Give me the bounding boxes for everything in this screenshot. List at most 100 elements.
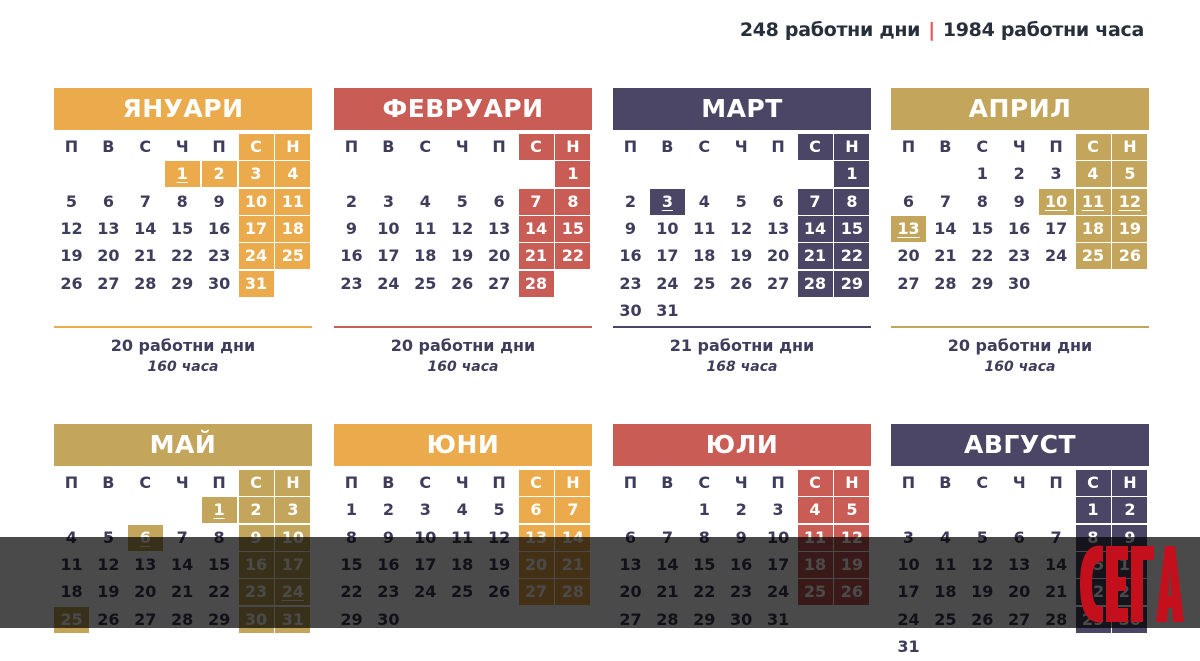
weekday-label: Ч bbox=[734, 137, 748, 156]
logo-letter-g bbox=[1131, 546, 1154, 622]
day-number: 1 bbox=[976, 164, 988, 184]
day-number: 28 bbox=[524, 273, 548, 293]
day-number: 17 bbox=[377, 246, 400, 266]
day: 12 bbox=[54, 216, 89, 242]
day: 30 bbox=[1002, 271, 1037, 297]
day-number: 19 bbox=[1118, 218, 1142, 238]
day: 6 bbox=[482, 189, 517, 215]
day: 23 bbox=[613, 271, 648, 297]
weekend-day: 2 bbox=[1112, 497, 1148, 524]
weekday-label: С bbox=[976, 473, 989, 492]
day-number: 10 bbox=[377, 218, 400, 238]
logo-letter-e bbox=[1106, 546, 1128, 622]
day: 9 bbox=[202, 189, 237, 215]
day-number: 10 bbox=[656, 218, 679, 238]
day: 23 bbox=[1002, 243, 1037, 269]
day-number: 6 bbox=[493, 191, 505, 211]
weekday-label: П bbox=[901, 473, 916, 492]
month-2: ФЕВРУАРИ П В С Ч П С Н 1 2 3 4 5 6 7 8 9 10 11 12 13 14 15 16 17… bbox=[334, 88, 592, 375]
logo-letter-a bbox=[1156, 546, 1184, 622]
weekday-label: В bbox=[661, 473, 674, 492]
day-number: 4 bbox=[456, 500, 468, 520]
day-number: 19 bbox=[451, 246, 474, 266]
day-number: 1 bbox=[1087, 500, 1099, 520]
day: 1 bbox=[965, 161, 1000, 187]
day-number: 26 bbox=[451, 273, 474, 293]
day: 28 bbox=[128, 271, 163, 297]
day: 6 bbox=[91, 189, 126, 215]
day-number: 7 bbox=[139, 191, 151, 211]
day: 2 bbox=[371, 497, 406, 523]
day-number: 2 bbox=[382, 500, 394, 520]
day: 7 bbox=[128, 189, 163, 215]
day: 3 bbox=[408, 497, 443, 523]
holiday-day: 1 bbox=[201, 497, 237, 524]
day: 4 bbox=[687, 189, 722, 215]
month-divider bbox=[891, 326, 1149, 328]
day: 8 bbox=[165, 189, 200, 215]
day-number: 25 bbox=[414, 273, 437, 293]
day-number: 24 bbox=[656, 273, 679, 293]
day-number: 30 bbox=[1008, 273, 1031, 293]
day-number: 4 bbox=[1087, 164, 1099, 184]
day: 20 bbox=[761, 243, 796, 269]
day: 31 bbox=[891, 634, 926, 660]
day: 7 bbox=[928, 189, 963, 215]
weekend-day: 19 bbox=[1112, 215, 1148, 242]
day: 12 bbox=[445, 216, 480, 242]
day: 25 bbox=[687, 271, 722, 297]
day: 17 bbox=[1039, 216, 1074, 242]
day: 2 bbox=[724, 497, 759, 523]
day-number: 2 bbox=[1124, 500, 1136, 520]
month-working-hours: 168 часа bbox=[706, 359, 778, 375]
day: 11 bbox=[408, 216, 443, 242]
day: 26 bbox=[445, 271, 480, 297]
weekend-day: 22 bbox=[555, 243, 591, 270]
day: 13 bbox=[761, 216, 796, 242]
day: 1 bbox=[334, 497, 369, 523]
day-number: 15 bbox=[171, 218, 194, 238]
day-number: 1 bbox=[698, 500, 710, 520]
day-number: 18 bbox=[281, 218, 305, 238]
day-number: 11 bbox=[693, 218, 716, 238]
day-number: 27 bbox=[97, 273, 120, 293]
weekday-label: В bbox=[102, 473, 115, 492]
day: 25 bbox=[408, 271, 443, 297]
day-number: 26 bbox=[730, 273, 753, 293]
weekend-day: 4 bbox=[1075, 161, 1111, 188]
weekday-label: П bbox=[64, 473, 79, 492]
day-number: 2 bbox=[213, 164, 225, 184]
holiday-day: 13 bbox=[891, 215, 926, 242]
day-number: 28 bbox=[134, 273, 157, 293]
weekday-label: Н bbox=[1112, 134, 1148, 160]
weekday-label: Н bbox=[555, 134, 591, 160]
day-number: 12 bbox=[1118, 191, 1142, 211]
day: 26 bbox=[724, 271, 759, 297]
weekend-day: 2 bbox=[201, 161, 237, 188]
day: 21 bbox=[128, 243, 163, 269]
weekend-day: 5 bbox=[1112, 161, 1148, 188]
weekday-label: Н bbox=[834, 470, 870, 496]
day: 10 bbox=[371, 216, 406, 242]
day: 30 bbox=[202, 271, 237, 297]
day-number: 8 bbox=[176, 191, 188, 211]
day: 1 bbox=[687, 497, 722, 523]
day: 13 bbox=[91, 216, 126, 242]
day: 27 bbox=[891, 271, 926, 297]
day-number: 23 bbox=[340, 273, 363, 293]
weekend-day: 28 bbox=[518, 270, 554, 297]
day: 29 bbox=[965, 271, 1000, 297]
month-working-hours: 160 часа bbox=[984, 359, 1056, 375]
day-number: 4 bbox=[698, 191, 710, 211]
day: 5 bbox=[54, 189, 89, 215]
day-number: 10 bbox=[1044, 191, 1068, 211]
day-number: 23 bbox=[1008, 246, 1031, 266]
weekend-day: 6 bbox=[518, 497, 554, 524]
day-number: 1 bbox=[345, 500, 358, 520]
day-number: 9 bbox=[624, 218, 637, 238]
day-number: 24 bbox=[1044, 246, 1068, 266]
day: 13 bbox=[482, 216, 517, 242]
day-number: 16 bbox=[1008, 218, 1031, 238]
weekend-day: 18 bbox=[275, 215, 311, 242]
day-number: 11 bbox=[1081, 191, 1105, 211]
